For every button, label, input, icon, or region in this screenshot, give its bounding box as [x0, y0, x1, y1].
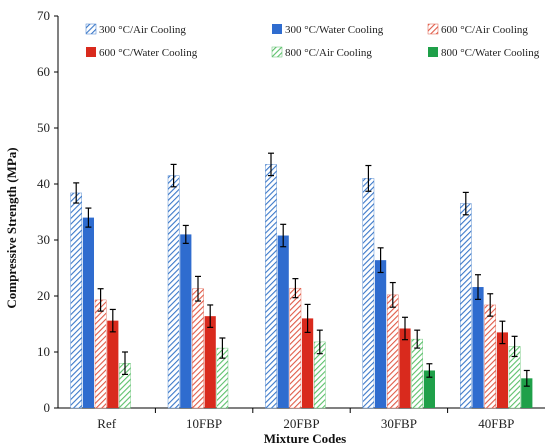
legend-swatch	[85, 23, 97, 35]
y-tick-label: 40	[37, 176, 50, 191]
y-axis-title: Compressive Strength (MPa)	[4, 147, 19, 308]
x-tick-label: 30FBP	[381, 416, 417, 431]
bar	[521, 378, 533, 408]
y-tick-label: 50	[37, 120, 50, 135]
bar	[70, 192, 82, 409]
x-tick-label: 40FBP	[478, 416, 514, 431]
bar	[107, 320, 119, 408]
legend-swatch	[86, 47, 96, 57]
bar	[204, 316, 216, 408]
bar	[82, 217, 94, 408]
legend-label: 600 °C/Air Cooling	[441, 24, 528, 36]
bar	[265, 164, 277, 409]
legend-label: 800 °C/Air Cooling	[285, 47, 372, 59]
bar	[180, 234, 192, 408]
legend-swatch	[428, 47, 438, 57]
bar	[167, 175, 180, 409]
y-tick-label: 10	[37, 344, 50, 359]
bar	[302, 318, 314, 408]
y-tick-label: 20	[37, 288, 50, 303]
bar	[277, 235, 289, 408]
bar	[411, 338, 424, 409]
bar	[423, 370, 435, 408]
bar	[192, 288, 204, 409]
bar	[496, 332, 508, 408]
legend-label: 600 °C/Water Cooling	[99, 47, 198, 59]
x-tick-label: Ref	[97, 416, 116, 431]
legend-swatch	[427, 23, 439, 35]
y-tick-label: 30	[37, 232, 50, 247]
bar	[362, 178, 375, 409]
y-tick-label: 0	[44, 400, 51, 415]
legend-swatch	[272, 24, 282, 34]
bar	[399, 328, 411, 408]
bar	[94, 299, 107, 409]
legend-swatch	[271, 46, 283, 58]
legend-label: 300 °C/Water Cooling	[285, 24, 384, 36]
bar	[387, 294, 399, 409]
bar	[460, 203, 472, 409]
x-tick-label: 10FBP	[186, 416, 222, 431]
x-tick-label: 20FBP	[283, 416, 319, 431]
bar	[289, 287, 302, 409]
y-tick-label: 70	[37, 8, 50, 23]
bar	[472, 287, 484, 408]
x-axis-title: Mixture Codes	[264, 431, 346, 446]
legend-label: 300 °C/Air Cooling	[99, 24, 186, 36]
bar	[484, 304, 497, 409]
legend-label: 800 °C/Water Cooling	[441, 47, 540, 59]
y-tick-label: 60	[37, 64, 50, 79]
bar	[375, 260, 387, 408]
